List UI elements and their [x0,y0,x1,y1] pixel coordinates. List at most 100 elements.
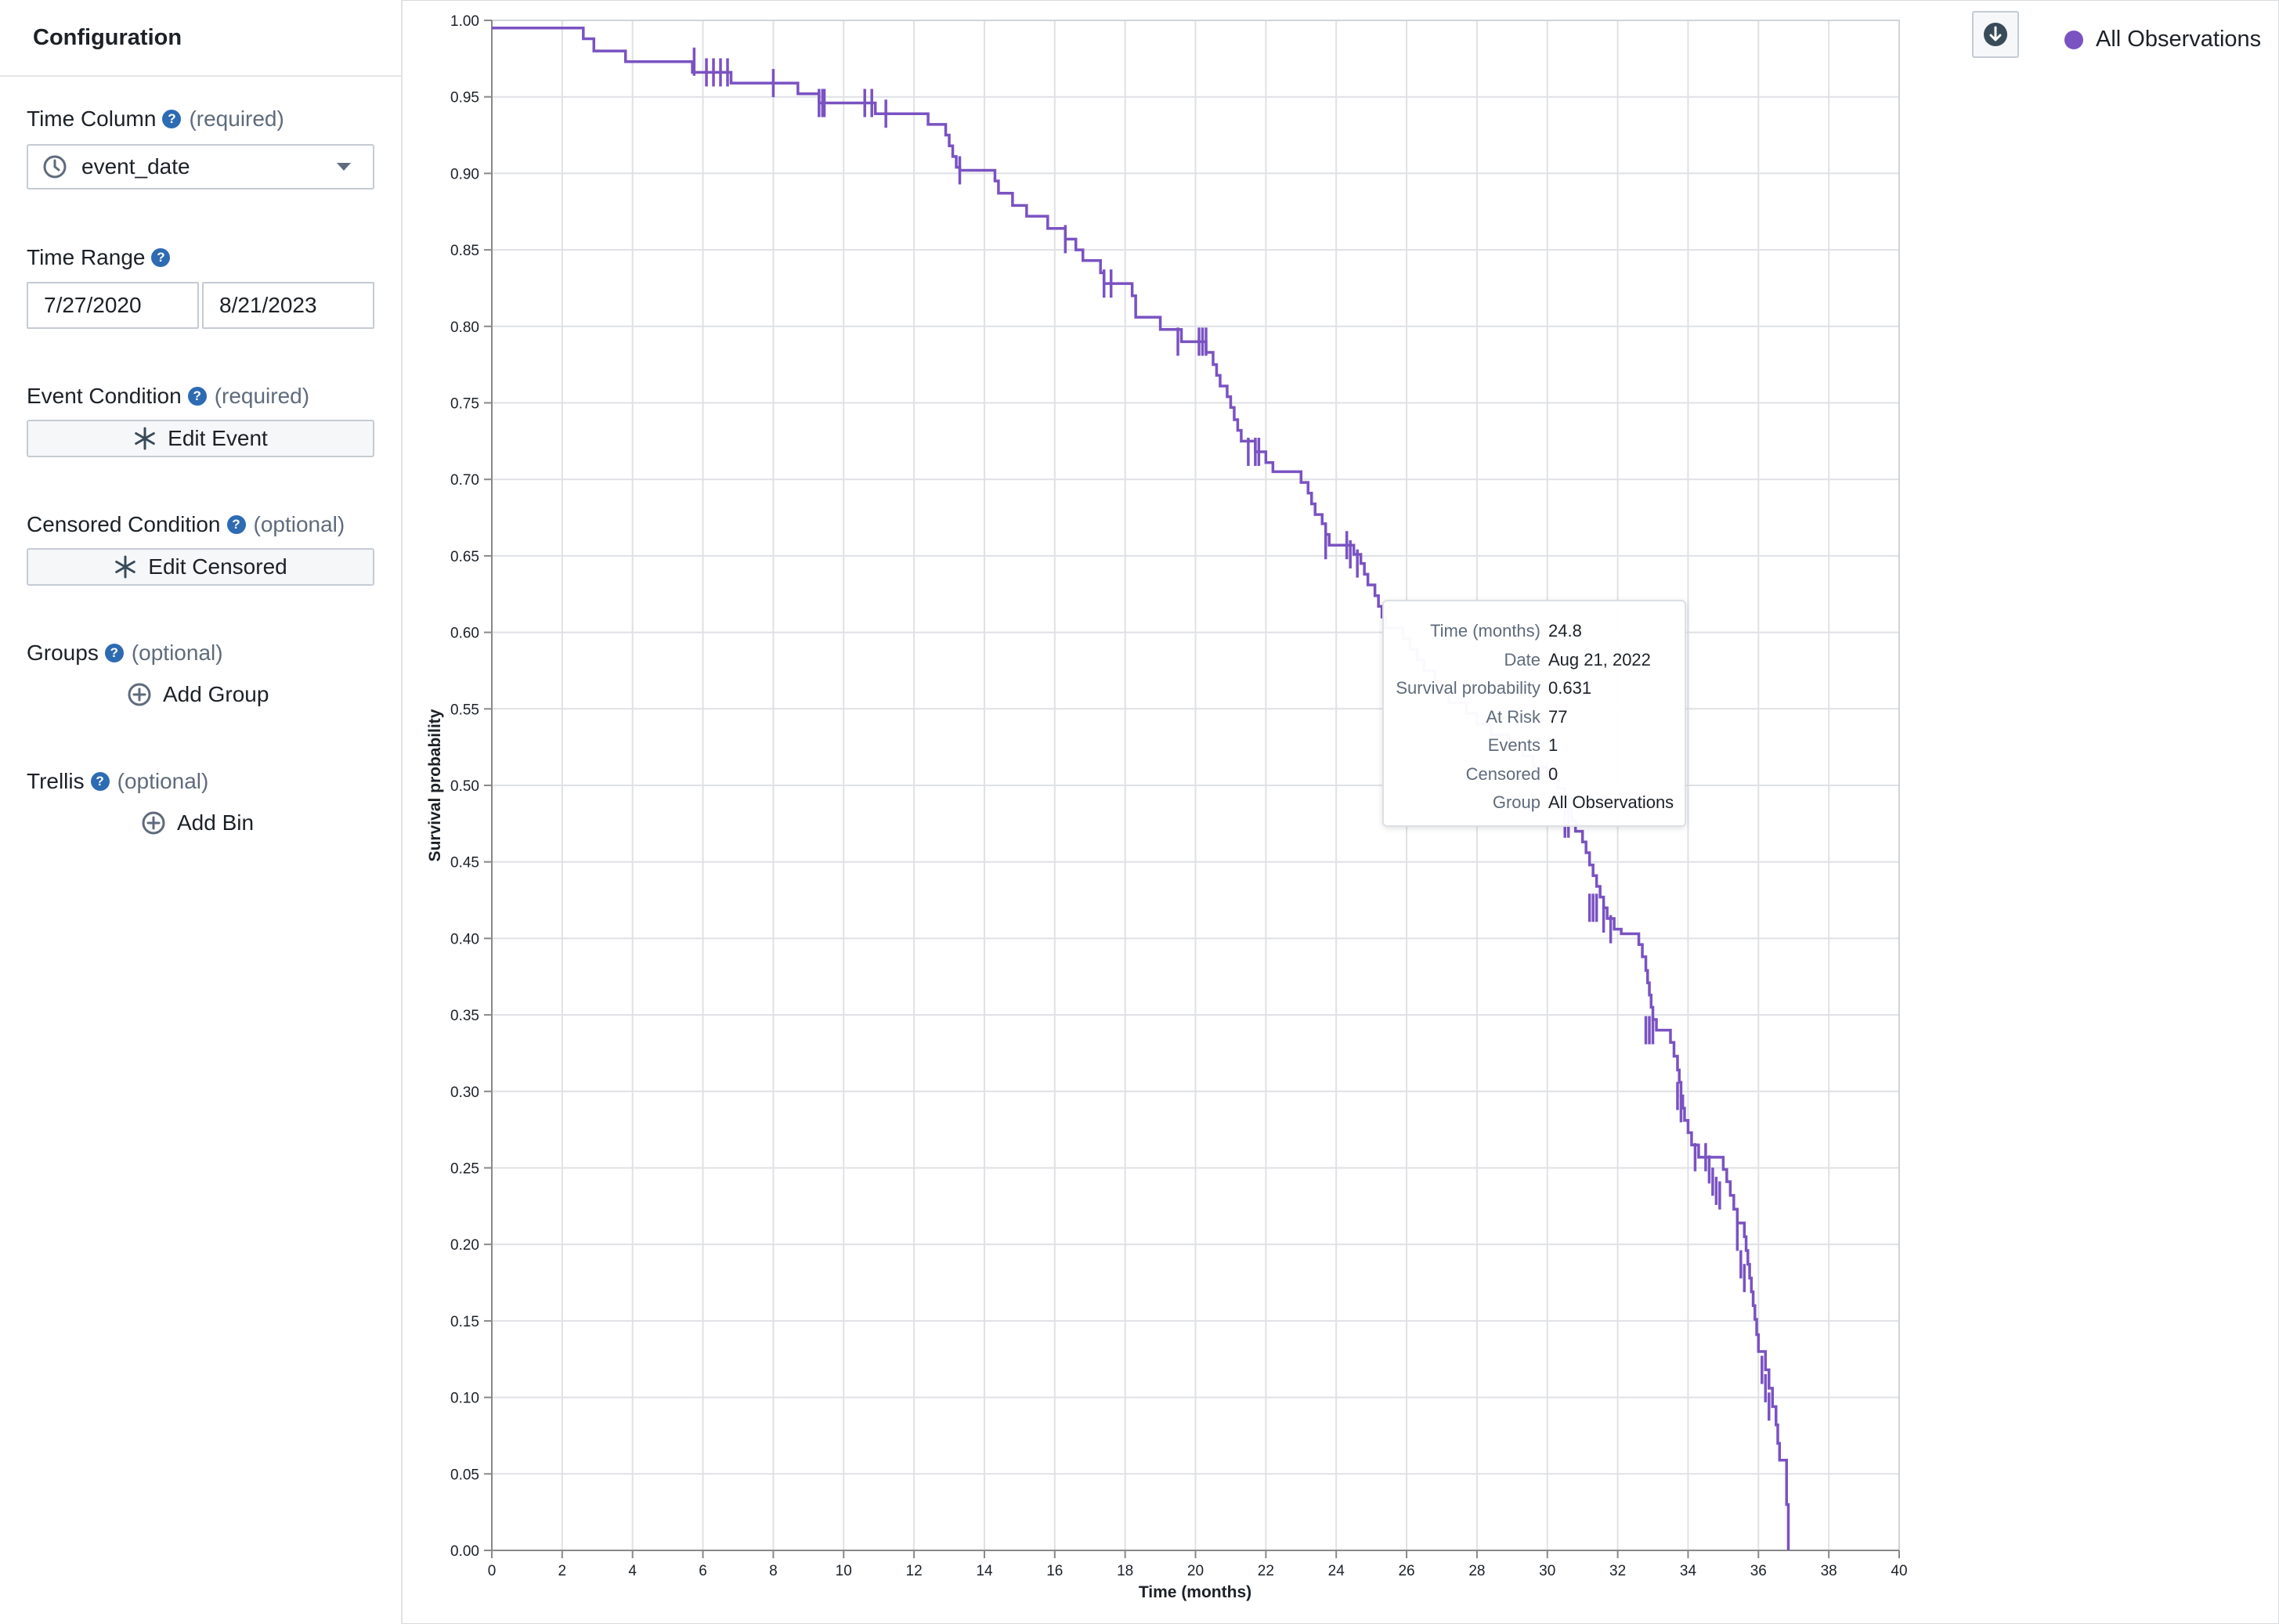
help-icon[interactable]: ? [104,644,124,662]
tooltip-row: At Risk 77 [1384,703,1685,732]
y-tick-label: 0.70 [450,472,479,489]
y-axis-title: Survival probability [426,709,444,861]
y-tick-label: 0.90 [450,166,479,182]
time-column-value: event_date [81,154,190,179]
tooltip-value: 0 [1548,763,1558,784]
y-tick-label: 0.05 [450,1467,479,1483]
tooltip-value: 0.631 [1548,678,1592,698]
y-tick-label: 0.80 [450,319,479,336]
x-tick-label: 14 [976,1563,993,1579]
x-tick-label: 34 [1680,1563,1697,1579]
y-tick-label: 0.50 [450,778,479,795]
x-tick-label: 22 [1258,1563,1274,1579]
add-group-label: Add Group [163,682,269,706]
y-tick-label: 0.00 [450,1543,479,1560]
tooltip-row: Time (months) 24.8 [1384,617,1685,646]
x-tick-label: 32 [1609,1563,1626,1579]
chevron-down-icon [337,163,351,171]
x-tick-label: 6 [699,1563,707,1579]
chart-tooltip: Time (months) 24.8 Date Aug 21, 2022 Surviva… [1382,600,1686,827]
tooltip-row: Censored 0 [1384,760,1685,789]
tooltip-row: Events 1 [1384,731,1685,760]
download-icon [1984,23,2007,46]
optional-note: (optional) [131,641,223,665]
groups-label: Groups ? (optional) [27,641,223,666]
groups-label-text: Groups [27,641,99,665]
tooltip-key: Censored [1465,763,1540,784]
event-condition-label: Event Condition ? (required) [27,384,309,409]
help-icon[interactable]: ? [162,110,182,128]
end-date-input[interactable]: 8/21/2023 [202,282,374,329]
tooltip-row: Group All Observations [1384,789,1685,817]
x-tick-label: 24 [1328,1563,1345,1579]
y-tick-label: 0.15 [450,1314,479,1330]
edit-censored-label: Edit Censored [148,554,287,579]
y-tick-label: 0.30 [450,1084,479,1101]
y-tick-label: 0.85 [450,243,479,259]
add-group-button[interactable]: Add Group [127,682,269,707]
tooltip-key: Events [1487,735,1540,756]
y-tick-label: 0.95 [450,90,479,106]
required-note: (required) [214,384,310,408]
survival-chart: 0 2 4 6 8 10 12 14 16 18 20 22 24 26 28 30 32 34 36 38 40 0.… [426,13,1908,1601]
configuration-sidebar: Configuration Time Column ? (required) e… [0,0,403,1624]
time-range-label: Time Range ? [27,245,178,270]
help-icon[interactable]: ? [187,387,207,406]
x-tick-label: 2 [558,1563,567,1579]
x-tick-label: 18 [1117,1563,1133,1579]
x-tick-labels: 0 2 4 6 8 10 12 14 16 18 20 22 24 26 28 30 32 34 36 38 40 [488,1550,1908,1579]
y-tick-label: 0.40 [450,931,479,947]
event-condition-label-text: Event Condition [27,384,182,408]
add-circle-icon [128,683,151,706]
asterisk-icon [115,555,136,579]
x-tick-label: 40 [1891,1563,1907,1579]
y-tick-label: 0.75 [450,396,479,413]
censored-condition-label: Censored Condition ? (optional) [27,512,345,537]
tooltip-row: Date Aug 21, 2022 [1384,646,1685,675]
x-tick-label: 20 [1187,1563,1204,1579]
edit-event-button[interactable]: Edit Event [27,420,374,457]
tooltip-value: Aug 21, 2022 [1548,649,1651,669]
sidebar-title: Configuration [33,24,182,50]
x-tick-label: 8 [769,1563,778,1579]
grid-y [492,20,1899,1551]
download-button[interactable] [1972,11,2019,58]
y-tick-labels: 0.00 0.05 0.10 0.15 0.20 0.25 0.30 0.35 0.40 0.45… [450,13,492,1560]
x-tick-label: 30 [1539,1563,1555,1579]
y-tick-label: 0.20 [450,1237,479,1254]
tooltip-value: 1 [1548,735,1558,756]
x-tick-label: 38 [1821,1563,1837,1579]
optional-note: (optional) [253,512,345,536]
time-column-label: Time Column ? (required) [27,106,284,132]
help-icon[interactable]: ? [226,515,246,534]
asterisk-icon [135,427,155,450]
time-column-select[interactable]: event_date [27,144,374,189]
x-tick-label: 36 [1750,1563,1767,1579]
x-tick-label: 4 [628,1563,637,1579]
sidebar-header: Configuration [0,0,401,77]
censored-condition-label-text: Censored Condition [27,512,221,536]
time-range-label-text: Time Range [27,245,146,269]
help-icon[interactable]: ? [151,248,171,267]
x-tick-label: 26 [1398,1563,1414,1579]
legend-swatch [2064,30,2083,49]
tooltip-key: At Risk [1486,706,1540,727]
help-icon[interactable]: ? [90,772,110,791]
edit-censored-button[interactable]: Edit Censored [27,548,374,586]
y-tick-label: 0.60 [450,626,479,642]
tooltip-key: Survival probability [1396,678,1540,698]
start-date-input[interactable]: 7/27/2020 [27,282,199,329]
y-tick-label: 0.35 [450,1008,479,1024]
y-tick-label: 0.25 [450,1161,479,1178]
required-note: (required) [189,106,284,131]
trellis-label-text: Trellis [27,769,85,793]
x-tick-label: 10 [836,1563,852,1579]
y-tick-label: 1.00 [450,13,479,30]
optional-note: (optional) [117,769,209,793]
y-tick-label: 0.10 [450,1391,479,1407]
add-bin-label: Add Bin [177,810,255,835]
tooltip-key: Time (months) [1430,621,1540,641]
add-bin-button[interactable]: Add Bin [141,810,254,835]
y-tick-label: 0.45 [450,855,479,872]
edit-event-label: Edit Event [168,426,268,450]
